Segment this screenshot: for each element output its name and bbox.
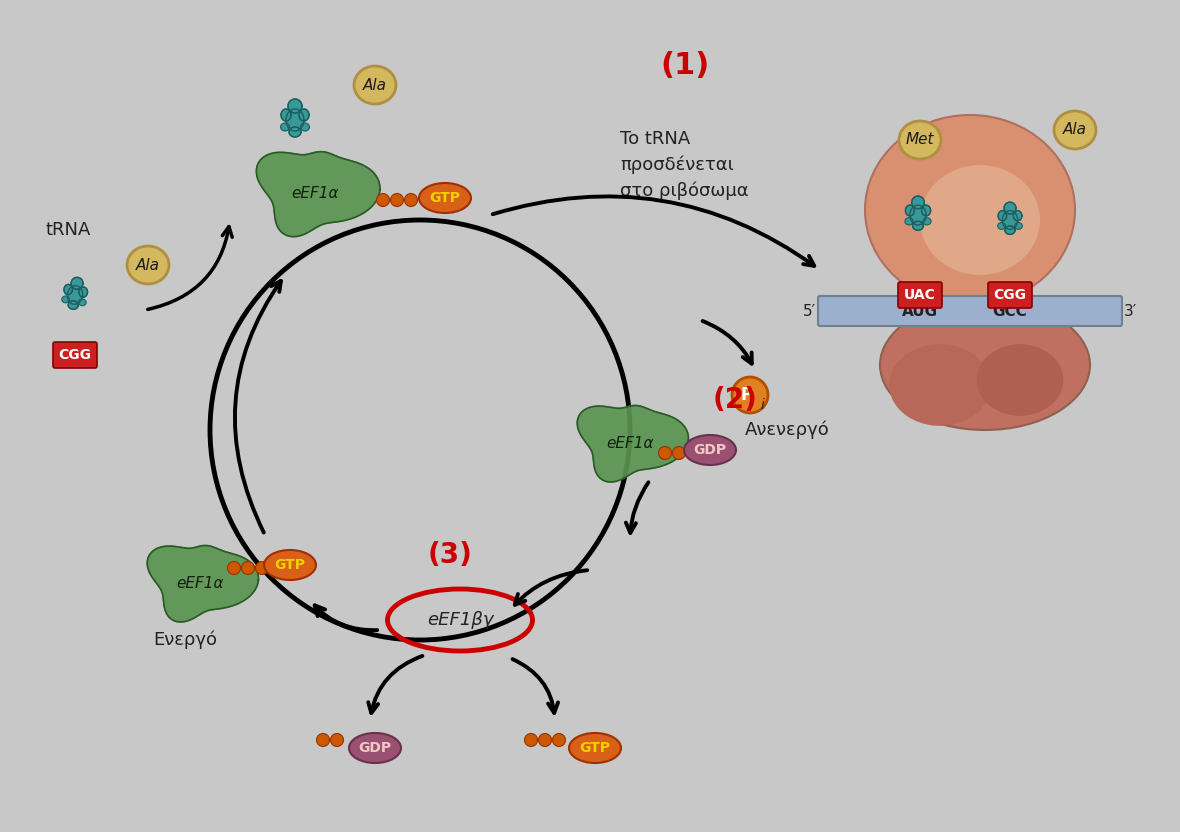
Polygon shape [148,546,258,622]
Text: To tRNA
προσδένεται
στο ριβόσωμα: To tRNA προσδένεται στο ριβόσωμα [620,130,748,200]
Ellipse shape [1002,210,1017,230]
Polygon shape [256,151,380,236]
Ellipse shape [316,734,329,746]
Text: Ala: Ala [136,257,160,273]
Ellipse shape [923,218,931,225]
Ellipse shape [286,109,304,131]
Ellipse shape [910,206,926,225]
Text: GDP: GDP [694,443,727,457]
Ellipse shape [890,345,990,425]
Ellipse shape [997,222,1005,230]
Text: Ala: Ala [363,77,387,92]
FancyBboxPatch shape [53,342,97,368]
Text: P: P [741,386,753,404]
Ellipse shape [658,447,671,459]
FancyBboxPatch shape [988,282,1032,308]
Ellipse shape [912,196,924,209]
Ellipse shape [71,277,83,290]
Text: UAC: UAC [904,288,936,302]
Ellipse shape [865,115,1075,305]
Ellipse shape [68,301,78,310]
Ellipse shape [405,194,418,206]
Text: eEF1α: eEF1α [607,437,654,452]
Text: (1): (1) [661,51,709,80]
Ellipse shape [79,299,86,305]
Ellipse shape [228,562,241,575]
Text: (3): (3) [427,541,472,569]
Ellipse shape [330,734,343,746]
Text: CGG: CGG [59,348,92,362]
Ellipse shape [569,733,621,763]
Ellipse shape [977,345,1062,415]
Ellipse shape [1004,202,1016,214]
Ellipse shape [301,123,309,131]
Text: Ενεργό: Ενεργό [153,631,217,649]
Ellipse shape [880,300,1090,430]
Ellipse shape [912,221,924,230]
Text: eEF1βγ: eEF1βγ [427,611,493,629]
Ellipse shape [684,435,736,465]
Ellipse shape [732,377,768,413]
Ellipse shape [256,562,269,575]
Ellipse shape [524,734,538,746]
Ellipse shape [920,165,1040,275]
FancyBboxPatch shape [898,282,942,308]
Text: Met: Met [906,132,935,147]
Text: (2): (2) [713,386,758,414]
Ellipse shape [354,66,396,104]
Ellipse shape [64,285,72,295]
Ellipse shape [905,206,915,215]
Text: GTP: GTP [275,558,306,572]
Text: eEF1α: eEF1α [176,577,224,592]
Text: 3′: 3′ [1125,304,1138,319]
Text: Ανενεργό: Ανενεργό [745,421,830,439]
Ellipse shape [288,99,302,113]
Ellipse shape [998,210,1007,220]
Text: GTP: GTP [579,741,610,755]
Ellipse shape [552,734,565,746]
Ellipse shape [127,246,169,284]
Ellipse shape [281,123,289,131]
Ellipse shape [1005,226,1015,235]
Ellipse shape [299,109,309,121]
Text: GDP: GDP [359,741,392,755]
Text: GCC: GCC [992,304,1028,319]
Ellipse shape [61,296,70,303]
Ellipse shape [264,550,316,580]
Text: i: i [760,398,763,412]
Ellipse shape [281,109,291,121]
Ellipse shape [905,218,913,225]
Ellipse shape [922,206,931,215]
Polygon shape [577,405,688,482]
Ellipse shape [419,183,471,213]
Text: CGG: CGG [994,288,1027,302]
Text: eEF1α: eEF1α [291,186,339,201]
Text: Ala: Ala [1063,122,1087,137]
Ellipse shape [538,734,551,746]
Ellipse shape [289,127,301,137]
Text: AUG: AUG [902,304,938,319]
Ellipse shape [376,194,389,206]
Ellipse shape [349,733,401,763]
Ellipse shape [67,285,83,305]
Ellipse shape [391,194,404,206]
Text: 5′: 5′ [802,304,817,319]
Ellipse shape [673,447,686,459]
Text: GTP: GTP [430,191,460,205]
Ellipse shape [899,121,940,159]
Ellipse shape [1015,222,1022,230]
Text: tRNA: tRNA [45,221,91,239]
FancyBboxPatch shape [818,296,1122,326]
Ellipse shape [1014,210,1022,220]
Ellipse shape [242,562,255,575]
Ellipse shape [79,287,87,297]
Ellipse shape [1054,111,1096,149]
